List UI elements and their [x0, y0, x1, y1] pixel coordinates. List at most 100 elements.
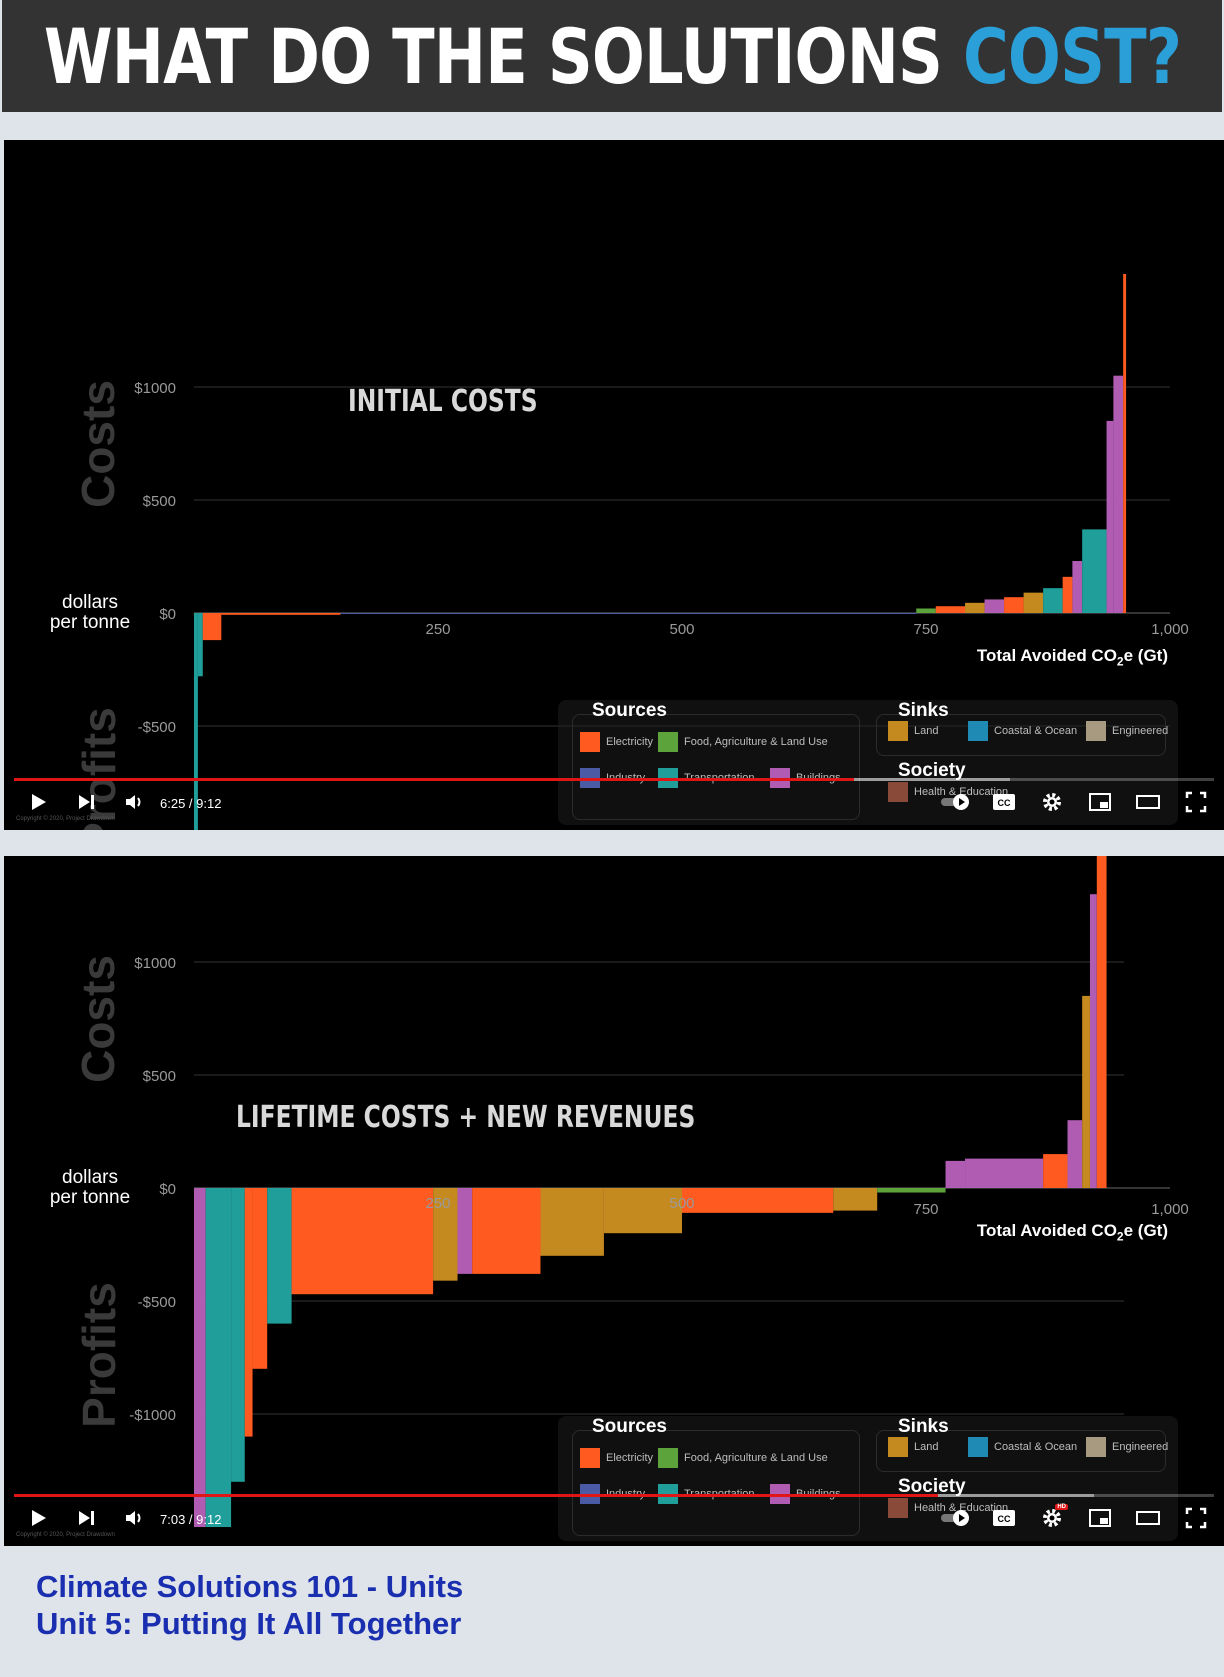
legend-sources-heading: Sources	[592, 700, 667, 721]
hd-badge: HD	[1055, 1504, 1068, 1510]
bar-electricity	[935, 606, 966, 613]
bar-transportation	[231, 1188, 245, 1482]
x-axis-title-sub: 2	[1116, 1229, 1124, 1244]
theater-mode-button[interactable]	[1130, 786, 1166, 822]
volume-icon	[123, 791, 145, 818]
fullscreen-button[interactable]	[1178, 1502, 1214, 1538]
autoplay-icon	[939, 1507, 973, 1534]
legend-label: Health & Education	[914, 786, 1009, 798]
legend-item-engineered: Engineered	[1086, 1437, 1168, 1457]
legend-label: Electricity	[606, 736, 654, 748]
x-tick-label: 750	[913, 621, 938, 638]
units-line-1: dollars	[62, 1167, 118, 1188]
time-display: 7:03 / 9:12	[160, 1512, 222, 1527]
chart-overlay-label: INITIAL COSTS	[348, 384, 538, 419]
next-button[interactable]	[68, 1502, 104, 1538]
settings-button[interactable]	[1034, 786, 1070, 822]
bar-transportation	[205, 1188, 232, 1527]
legend-society-heading: Society	[898, 1476, 966, 1497]
copyright-text: Copyright © 2020, Project Drawdown	[16, 1532, 115, 1538]
legend-swatch	[888, 782, 908, 802]
captions-icon: CC	[992, 1508, 1016, 1533]
progress-played	[14, 1494, 938, 1497]
play-button[interactable]	[20, 786, 56, 822]
legend-swatch	[580, 732, 600, 752]
legend-item-electricity: Electricity	[580, 732, 653, 752]
legend-sinks-heading: Sinks	[898, 700, 949, 721]
legend-swatch	[658, 732, 678, 752]
chart-overlay-label: LIFETIME COSTS + NEW REVENUES	[236, 1100, 696, 1135]
bar-industry	[340, 613, 917, 614]
bar-buildings	[984, 599, 1005, 613]
x-tick-label: 1,000	[1151, 621, 1189, 638]
legend-swatch	[968, 721, 988, 741]
units-line-1: dollars	[62, 592, 118, 613]
progress-played	[14, 778, 854, 781]
next-button[interactable]	[68, 786, 104, 822]
miniplayer-button[interactable]	[1082, 1502, 1118, 1538]
theater-mode-icon	[1135, 792, 1161, 817]
bar-electricity	[472, 1188, 541, 1274]
play-button[interactable]	[20, 1502, 56, 1538]
bar-electricity	[244, 1188, 253, 1437]
y-tick-label: $1000	[134, 955, 176, 972]
legend-item-food: Food, Agriculture & Land Use	[658, 1448, 828, 1468]
bar-food	[916, 608, 936, 613]
legend-label: Electricity	[606, 1452, 654, 1464]
chart-legend: Sources Sinks Society Electricity Food, Agri…	[558, 1416, 1178, 1541]
legend-label: Health & Education	[914, 1502, 1009, 1514]
legend-swatch	[580, 1448, 600, 1468]
legend-item-coastal: Coastal & Ocean	[968, 721, 1077, 741]
bar-electricity	[1096, 856, 1107, 1188]
legend-sources-heading: Sources	[592, 1416, 667, 1437]
svg-text:CC: CC	[998, 1514, 1011, 1524]
theater-mode-button[interactable]	[1130, 1502, 1166, 1538]
miniplayer-icon	[1088, 792, 1112, 817]
bar-transportation	[267, 1188, 292, 1324]
miniplayer-button[interactable]	[1082, 786, 1118, 822]
bar-buildings	[1089, 894, 1097, 1188]
y-tick-label: -$500	[138, 1294, 176, 1311]
x-tick-label: 750	[913, 1201, 938, 1218]
bar-transportation	[197, 613, 203, 677]
legend-item-land: Land	[888, 1437, 938, 1457]
bar-electricity	[202, 613, 222, 641]
legend-item-food: Food, Agriculture & Land Use	[658, 732, 828, 752]
settings-button[interactable]: HD	[1034, 1502, 1070, 1538]
autoplay-button[interactable]	[934, 1502, 978, 1538]
x-axis-title: Total Avoided CO2e (Gt)	[977, 646, 1168, 668]
chart-legend: Sources Sinks Society Electricity Food, Agri…	[558, 700, 1178, 825]
x-axis-title: Total Avoided CO2e (Gt)	[977, 1221, 1168, 1243]
legend-swatch	[658, 1448, 678, 1468]
captions-button[interactable]: CC	[986, 786, 1022, 822]
volume-button[interactable]	[116, 1502, 152, 1538]
legend-label: Engineered	[1112, 1441, 1169, 1453]
x-tick-label: 500	[669, 621, 694, 638]
legend-label: Land	[914, 725, 939, 737]
y-tick-label: -$1000	[129, 1407, 176, 1424]
unit-title: Unit 5: Putting It All Together	[36, 1606, 462, 1641]
next-icon	[75, 791, 97, 818]
cost-curve-chart: $1000 $500 $0 -$500 -$1000 250 500 750 1,000	[129, 856, 1189, 1527]
y-tick-label: $500	[143, 493, 176, 510]
y-tick-label: $0	[159, 1181, 176, 1198]
progress-bar[interactable]	[14, 1494, 1214, 1497]
bar-buildings	[1113, 375, 1124, 613]
x-axis-title-tail: e (Gt)	[1123, 646, 1168, 665]
x-tick-label: 1,000	[1151, 1201, 1189, 1218]
volume-button[interactable]	[116, 786, 152, 822]
legend-item-electricity: Electricity	[580, 1448, 653, 1468]
bar-buildings	[194, 1188, 206, 1527]
progress-buffer	[854, 778, 1010, 781]
legend-item-coastal: Coastal & Ocean	[968, 1437, 1077, 1457]
autoplay-button[interactable]	[934, 786, 978, 822]
video-player[interactable]: Costs Profits dollars per tonne $1000 $500 $0-…	[4, 856, 1224, 1546]
legend-sinks-heading: Sinks	[898, 1416, 949, 1437]
fullscreen-button[interactable]	[1178, 786, 1214, 822]
progress-bar[interactable]	[14, 778, 1214, 781]
captions-button[interactable]: CC	[986, 1502, 1022, 1538]
play-icon	[27, 791, 49, 818]
legend-swatch	[1086, 1437, 1106, 1457]
bar-buildings	[965, 1158, 1044, 1188]
video-player[interactable]: Costs Profits dollars per tonne $1000 $500 $0-…	[4, 140, 1224, 830]
